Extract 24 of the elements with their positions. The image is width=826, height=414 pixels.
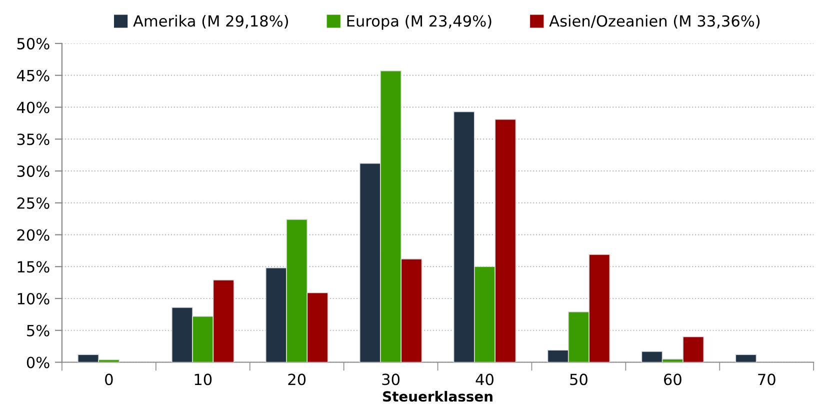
x-axis-title: Steuerklassen [383,390,492,402]
legend-label: Asien/Ozeanien (M 33,36%) [549,14,760,29]
legend-label: Europa (M 23,49%) [347,14,492,30]
bar [735,354,757,362]
y-tick-label: 50% [17,38,50,50]
x-tick-label: 0 [105,374,113,386]
x-tick-label: 10 [194,374,212,386]
x-tick-label: 60 [664,374,682,386]
y-tick-label: 45% [16,70,50,82]
y-tick-label: 10% [18,292,50,305]
y-tick-label: 0% [26,356,50,368]
y-tick-label: 5% [27,324,50,336]
x-tick-label: 70 [758,374,776,386]
y-tick-label: 20% [17,229,50,241]
y-tick-label: 15% [18,261,50,273]
y-tick-label: 40% [16,102,50,114]
y-tick-label: 30% [17,165,50,178]
x-tick-label: 50 [570,374,588,386]
x-tick-label: 40 [476,374,494,386]
legend-label: Amerika (M 29,18%) [133,14,288,29]
y-tick-label: 25% [17,197,50,209]
x-tick-label: 20 [288,374,306,386]
x-tick-label: 30 [382,374,400,386]
y-tick-label: 35% [17,134,50,146]
